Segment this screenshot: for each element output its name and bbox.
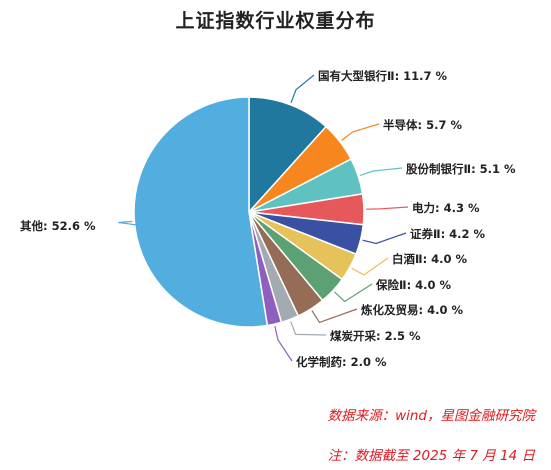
data-label: 股份制银行Ⅱ: 5.1 % [406, 162, 516, 176]
data-label: 煤炭开采: 2.5 % [330, 329, 421, 343]
leader-line [311, 308, 358, 324]
leader-line [341, 123, 380, 141]
chart-title: 上证指数行业权重分布 [175, 10, 376, 32]
data-labels-layer: 国有大型银行Ⅱ: 11.7 % 半导体: 5.7 % 股份制银行Ⅱ: 5.1 % 电力… [20, 69, 516, 369]
leader-line [290, 321, 327, 336]
data-label: 电力: 4.3 % [412, 201, 480, 215]
leader-line [290, 74, 315, 104]
data-label: 半导体: 5.7 % [383, 118, 462, 132]
data-label: 化学制药: 2.0 % [296, 355, 387, 369]
data-label: 国有大型银行Ⅱ: 11.7 % [318, 69, 448, 83]
data-label: 炼化及贸易: 4.0 % [361, 303, 463, 317]
slices-layer [133, 96, 365, 328]
pie-slice [248, 96, 328, 214]
date-note: 注：数据截至 2025 年 7 月 14 日 [327, 448, 535, 464]
leader-line [274, 325, 293, 362]
data-label: 证券Ⅱ: 4.2 % [410, 227, 486, 241]
leader-lines-layer [118, 74, 409, 362]
leader-line [362, 232, 407, 245]
pie-slice [133, 96, 269, 328]
data-label: 白酒Ⅱ: 4.0 % [392, 252, 468, 266]
leader-line [118, 220, 138, 226]
leader-line [351, 257, 389, 276]
leader-line [359, 167, 403, 176]
leader-line [334, 283, 373, 303]
source-note: 数据来源：wind，星图金融研究院 [327, 408, 535, 424]
data-label: 其他: 52.6 % [20, 219, 96, 233]
data-label: 保险Ⅱ: 4.0 % [375, 278, 452, 292]
leader-line [365, 206, 409, 210]
